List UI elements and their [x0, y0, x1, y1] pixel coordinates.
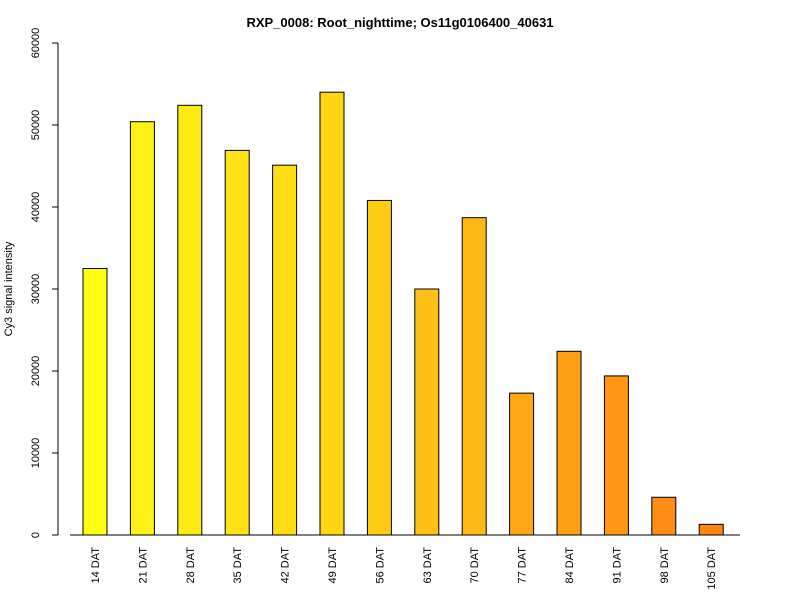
bar — [272, 164, 298, 536]
x-tick-label: 91 DAT — [611, 547, 623, 584]
y-axis: 0 10000 20000 30000 40000 50000 60000 — [30, 28, 59, 538]
bar — [82, 268, 108, 536]
y-tick-label: 10000 — [30, 438, 42, 469]
x-tick-label: 56 DAT — [374, 547, 386, 584]
x-tick-label: 14 DAT — [90, 547, 102, 584]
x-tick-label: 28 DAT — [185, 547, 197, 584]
y-axis-title: Cy3 signal intensity — [3, 241, 15, 336]
bar — [556, 350, 582, 536]
bar — [461, 217, 487, 536]
bar — [509, 392, 535, 536]
x-tick-label: 63 DAT — [422, 547, 434, 584]
bar — [651, 496, 677, 536]
y-tick-label: 20000 — [30, 356, 42, 387]
bar — [129, 121, 155, 536]
bar — [177, 104, 203, 536]
bars — [82, 91, 724, 536]
x-tick-label: 98 DAT — [659, 547, 671, 584]
y-tick-label: 60000 — [30, 28, 42, 59]
y-tick-label: 30000 — [30, 274, 42, 305]
y-tick-label: 50000 — [30, 110, 42, 141]
chart-title: RXP_0008: Root_nighttime; Os11g0106400_4… — [246, 15, 553, 30]
x-tick-label: 105 DAT — [706, 547, 718, 590]
x-tick-label: 21 DAT — [137, 547, 149, 584]
bar — [698, 523, 724, 536]
bar — [603, 375, 629, 536]
bar — [319, 91, 345, 536]
y-tick-label: 0 — [30, 532, 42, 538]
x-tick-label: 42 DAT — [280, 547, 292, 584]
x-tick-labels: 14 DAT 21 DAT 28 DAT 35 DAT 42 DAT 49 DAT 56 D… — [90, 547, 718, 590]
bar — [224, 149, 250, 536]
x-tick-label: 84 DAT — [564, 547, 576, 584]
y-tick-label: 40000 — [30, 192, 42, 223]
x-tick-label: 77 DAT — [517, 547, 529, 584]
x-tick-label: 70 DAT — [469, 547, 481, 584]
bar — [414, 288, 440, 536]
x-tick-label: 35 DAT — [232, 547, 244, 584]
bar — [366, 199, 392, 536]
x-tick-label: 49 DAT — [327, 547, 339, 584]
